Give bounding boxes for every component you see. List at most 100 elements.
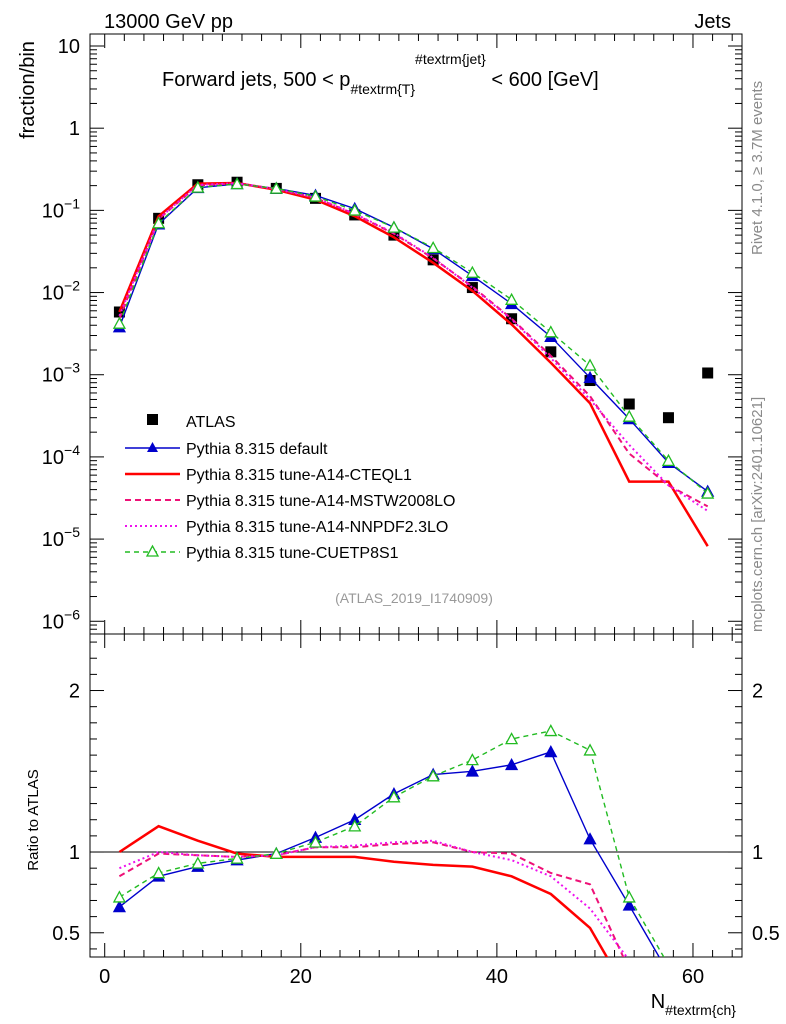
y-tick-label: 10−3 xyxy=(42,360,80,387)
ratio-point-4 xyxy=(663,960,674,970)
legend-entry-mstw2008lo: Pythia 8.315 tune-A14-MSTW2008LO xyxy=(125,493,455,510)
ratio-point-4 xyxy=(348,819,362,832)
y-tick-label: 10−5 xyxy=(42,524,80,551)
ratio-point-4 xyxy=(230,851,244,864)
ratio-point-4 xyxy=(465,753,479,766)
y-tick-label: 10−2 xyxy=(42,278,80,305)
ratio-line-1 xyxy=(118,824,609,957)
series-point-5 xyxy=(152,216,166,229)
ratio-plot-area xyxy=(112,724,674,978)
data-point xyxy=(702,367,714,379)
ratio-xlabel: N#textrm{ch} xyxy=(651,991,737,1018)
chart-title: Forward jets, 500 < p#textrm{T}#textrm{j… xyxy=(162,51,599,97)
data-point xyxy=(427,254,439,266)
ratio-y-tick-label-right: 0.5 xyxy=(752,923,780,945)
energy-label: 13000 GeV pp xyxy=(104,11,233,33)
x-tick-label: 60 xyxy=(682,966,704,988)
svg-text:ATLAS: ATLAS xyxy=(186,414,236,431)
category-label: Jets xyxy=(694,11,731,33)
ratio-point-0 xyxy=(505,757,519,771)
series-point-5 xyxy=(269,181,283,194)
ratio-point-4 xyxy=(152,866,166,879)
ratio-line-3 xyxy=(119,839,629,957)
svg-text:Pythia 8.315 tune-CUETP8S1: Pythia 8.315 tune-CUETP8S1 xyxy=(186,545,399,562)
series-point-5 xyxy=(583,358,597,371)
main-plot-area xyxy=(112,176,715,547)
y-tick-label: 10 xyxy=(58,36,80,58)
series-point-5 xyxy=(348,203,362,216)
ratio-point-4 xyxy=(505,732,519,745)
ratio-point-0 xyxy=(112,900,127,913)
svg-text:Pythia 8.315 tune-A14-NNPDF2.3: Pythia 8.315 tune-A14-NNPDF2.3LO xyxy=(186,519,448,536)
ratio-point-0 xyxy=(622,898,636,911)
series-point-1 xyxy=(583,370,597,384)
series-point-5 xyxy=(465,265,479,278)
series-point-5 xyxy=(701,486,715,499)
legend-entry-default: Pythia 8.315 default xyxy=(125,441,328,458)
series-point-5 xyxy=(308,189,323,202)
x-tick-label: 40 xyxy=(486,966,508,988)
ratio-y-tick-label-right: 2 xyxy=(752,681,763,703)
svg-text:Pythia 8.315 tune-A14-MSTW2008: Pythia 8.315 tune-A14-MSTW2008LO xyxy=(186,493,455,510)
ratio-point-4 xyxy=(622,890,636,903)
data-point xyxy=(466,282,478,294)
ratio-point-4 xyxy=(269,846,283,859)
ratio-ylabel: Ratio to ATLAS xyxy=(25,769,42,870)
main-ylabel: fraction/bin xyxy=(17,41,39,139)
series-point-5 xyxy=(112,316,127,329)
ratio-point-4 xyxy=(426,769,440,782)
series-point-5 xyxy=(230,177,244,190)
ratio-line-4 xyxy=(119,730,665,957)
svg-text:Pythia 8.315 tune-A14-CTEQL1: Pythia 8.315 tune-A14-CTEQL1 xyxy=(186,467,412,484)
ratio-point-4 xyxy=(112,890,127,903)
series-line-3 xyxy=(118,182,709,508)
ratio-point-4 xyxy=(583,743,597,756)
ratio-point-4 xyxy=(308,835,323,848)
ratio-y-tick-label: 2 xyxy=(69,681,80,703)
ratio-point-4 xyxy=(387,790,401,803)
data-point xyxy=(623,398,635,410)
series-point-5 xyxy=(387,220,401,233)
legend-entry-nnpdf23lo: Pythia 8.315 tune-A14-NNPDF2.3LO xyxy=(125,519,448,536)
ratio-line-0 xyxy=(118,751,660,957)
series-point-5 xyxy=(426,240,440,254)
data-point xyxy=(545,346,557,358)
mcplots-label: mcplots.cern.ch [arXiv:2401.10621] xyxy=(749,397,766,632)
ratio-y-tick-label-right: 1 xyxy=(752,842,763,864)
ratio-point-4 xyxy=(544,724,558,737)
x-tick-label: 20 xyxy=(290,966,312,988)
x-tick-label: 0 xyxy=(99,966,110,988)
series-point-5 xyxy=(505,292,519,305)
series-point-5 xyxy=(191,180,205,193)
series-point-5 xyxy=(544,325,558,338)
ratio-axes: 0 20 40 60 0.5 0.5 1 1 2 2 xyxy=(52,633,780,988)
svg-text:Pythia 8.315 default: Pythia 8.315 default xyxy=(186,441,328,458)
data-point xyxy=(662,412,674,424)
rivet-label: Rivet 4.1.0, ≥ 3.7M events xyxy=(749,81,766,255)
main-axes: 10−6 10−5 10−4 10−3 10−2 10−1 1 10 xyxy=(42,33,743,635)
series-line-5 xyxy=(118,183,709,494)
ratio-y-tick-label: 1 xyxy=(69,842,80,864)
ratio-point-0 xyxy=(663,968,674,978)
data-point xyxy=(506,313,518,325)
y-tick-label: 10−4 xyxy=(42,442,80,469)
series-line-4 xyxy=(118,182,709,512)
series-point-5 xyxy=(661,453,676,466)
ratio-frame xyxy=(89,633,743,958)
y-tick-label: 10−6 xyxy=(42,606,80,633)
ratio-point-0 xyxy=(465,764,479,777)
main-frame xyxy=(89,33,743,635)
legend-entry-cteql1: Pythia 8.315 tune-A14-CTEQL1 xyxy=(125,467,412,484)
y-tick-label: 10−1 xyxy=(42,195,80,222)
y-tick-label: 1 xyxy=(69,118,80,140)
series-point-5 xyxy=(622,409,636,422)
ratio-point-0 xyxy=(544,745,558,758)
ratio-y-tick-label: 0.5 xyxy=(52,923,80,945)
analysis-label: (ATLAS_2019_I1740909) xyxy=(335,590,493,606)
ratio-line-2 xyxy=(118,841,625,957)
legend: ATLAS Pythia 8.315 default Pythia 8.315 … xyxy=(125,414,455,562)
ratio-point-0 xyxy=(583,832,597,845)
data-point xyxy=(388,229,400,241)
ratio-point-4 xyxy=(191,856,205,869)
